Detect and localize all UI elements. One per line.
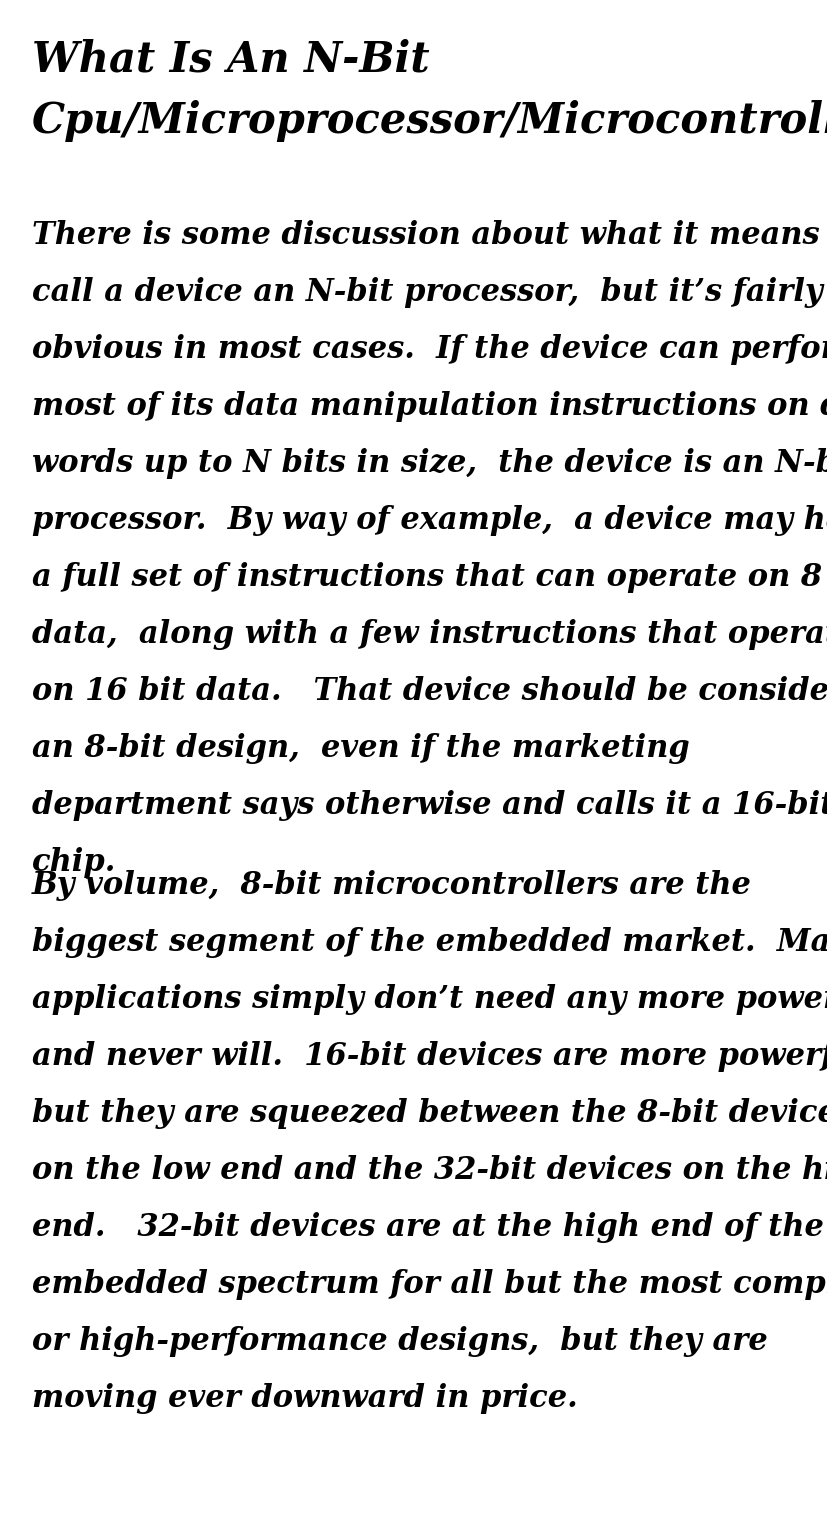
Text: and never will.  16-bit devices are more powerful,: and never will. 16-bit devices are more … [32, 1040, 827, 1072]
Text: end.   32-bit devices are at the high end of the: end. 32-bit devices are at the high end … [32, 1212, 824, 1243]
Text: applications simply don’t need any more power,: applications simply don’t need any more … [32, 984, 827, 1015]
Text: on 16 bit data.   That device should be considered: on 16 bit data. That device should be co… [32, 675, 827, 707]
Text: most of its data manipulation instructions on data: most of its data manipulation instructio… [32, 391, 827, 421]
Text: By volume,  8-bit microcontrollers are the: By volume, 8-bit microcontrollers are th… [32, 870, 752, 900]
Text: moving ever downward in price.: moving ever downward in price. [32, 1383, 578, 1415]
Text: chip.: chip. [32, 847, 117, 878]
Text: but they are squeezed between the 8-bit devices: but they are squeezed between the 8-bit … [32, 1098, 827, 1129]
Text: embedded spectrum for all but the most complex: embedded spectrum for all but the most c… [32, 1269, 827, 1300]
Text: processor.  By way of example,  a device may have: processor. By way of example, a device m… [32, 505, 827, 535]
Text: call a device an N-bit processor,  but it’s fairly: call a device an N-bit processor, but it… [32, 277, 823, 307]
Text: Cpu/Microprocessor/Microcontroller?: Cpu/Microprocessor/Microcontroller? [32, 100, 827, 141]
Text: or high-performance designs,  but they are: or high-performance designs, but they ar… [32, 1326, 767, 1357]
Text: data,  along with a few instructions that operate: data, along with a few instructions that… [32, 619, 827, 649]
Text: a full set of instructions that can operate on 8 bit: a full set of instructions that can oper… [32, 561, 827, 593]
Text: an 8-bit design,  even if the marketing: an 8-bit design, even if the marketing [32, 733, 690, 764]
Text: There is some discussion about what it means to: There is some discussion about what it m… [32, 221, 827, 251]
Text: department says otherwise and calls it a 16-bit: department says otherwise and calls it a… [32, 789, 827, 821]
Text: biggest segment of the embedded market.  Many: biggest segment of the embedded market. … [32, 926, 827, 958]
Text: What Is An N-Bit: What Is An N-Bit [32, 38, 429, 81]
Text: on the low end and the 32-bit devices on the high: on the low end and the 32-bit devices on… [32, 1154, 827, 1186]
Text: words up to N bits in size,  the device is an N-bit: words up to N bits in size, the device i… [32, 449, 827, 479]
Text: obvious in most cases.  If the device can perform: obvious in most cases. If the device can… [32, 335, 827, 365]
